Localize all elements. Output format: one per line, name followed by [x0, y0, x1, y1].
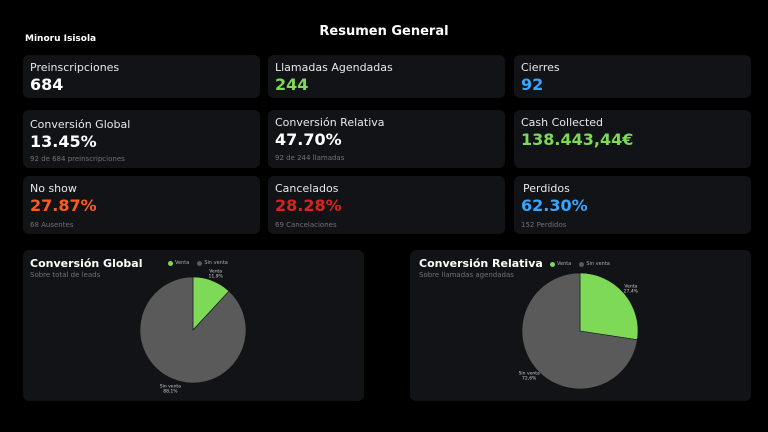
chart-subtitle: Sobre total de leads: [30, 271, 101, 279]
page-title: Resumen General: [319, 24, 449, 39]
pie-slice-name-label: Sin venta: [160, 384, 181, 390]
pie-slice-sin-venta: [139, 276, 247, 384]
card-cash-collected: Cash Collected 138.443,44€: [514, 110, 751, 168]
legend-swatch: [168, 260, 173, 266]
card-subtext: 92 de 244 llamadas: [275, 154, 345, 162]
card-value: 13.45%: [30, 132, 97, 151]
pie-slice-name-label: Sin venta: [519, 371, 540, 377]
card-conversion-relativa: Conversión Relativa 47.70% 92 de 244 lla…: [268, 110, 505, 168]
card-conversion-global: Conversión Global 13.45% 92 de 684 prein…: [23, 110, 260, 168]
legend-swatch: [579, 261, 585, 267]
card-subtext: 69 Cancelaciones: [275, 221, 337, 229]
legend-label: Venta: [175, 260, 190, 266]
card-value: 27.87%: [30, 196, 97, 215]
card-llamadas-agendadas: Llamadas Agendadas 244: [268, 55, 505, 98]
legend-item-venta: Venta: [550, 261, 571, 267]
pie-slice-name-label: Venta: [209, 268, 222, 274]
card-cancelados: Cancelados 28.28% 69 Cancelaciones: [268, 176, 505, 234]
pie-slice-sin-venta: [521, 272, 638, 390]
legend-label: Sin venta: [586, 261, 610, 267]
card-label: Cierres: [521, 61, 560, 74]
card-value: 684: [30, 75, 64, 94]
legend-item-sin-venta: Sin venta: [579, 261, 610, 267]
card-preinscripciones: Preinscripciones 684: [23, 55, 260, 98]
legend-item-venta: Venta: [168, 260, 189, 266]
pie-slice-venta: [579, 272, 639, 341]
legend-label: Sin venta: [204, 260, 228, 266]
card-subtext: 68 Ausentes: [30, 221, 74, 229]
chart-title: Conversión Global: [30, 257, 143, 270]
legend-swatch: [197, 260, 203, 266]
card-subtext: 92 de 684 preinscripciones: [30, 155, 125, 163]
card-value: 62.30%: [521, 196, 588, 215]
card-subtext: 152 Perdidos: [521, 221, 567, 229]
pie-slice-name-label: Venta: [624, 283, 637, 289]
legend-swatch: [550, 261, 555, 267]
card-label: Preinscripciones: [30, 61, 120, 74]
chart-card-conversion-global: Conversión Global Sobre total de leads V…: [23, 250, 364, 401]
card-label: Conversión Global: [30, 118, 131, 131]
card-label: Cash Collected: [521, 116, 604, 129]
card-value: 47.70%: [275, 130, 342, 149]
card-cierres: Cierres 92: [514, 55, 751, 98]
legend-item-sin-venta: Sin venta: [197, 260, 228, 266]
card-label: No show: [30, 182, 77, 195]
card-label: Conversión Relativa: [275, 116, 385, 129]
card-label: Perdidos: [523, 182, 570, 195]
chart-legend: Venta Sin venta: [168, 260, 228, 266]
pie-slice-value-label: 88,1%: [163, 389, 178, 395]
card-label: Llamadas Agendadas: [275, 61, 393, 74]
card-no-show: No show 27.87% 68 Ausentes: [23, 176, 260, 234]
chart-subtitle: Sobre llamadas agendadas: [419, 271, 514, 279]
card-perdidos: Perdidos 62.30% 152 Perdidos: [514, 176, 751, 234]
card-label: Cancelados: [275, 182, 339, 195]
chart-legend: Venta Sin venta: [550, 261, 610, 267]
pie-slice-value-label: 11,9%: [208, 273, 223, 279]
card-value: 28.28%: [275, 196, 342, 215]
pie-slice-value-label: 27,4%: [624, 288, 639, 294]
card-value: 92: [521, 75, 544, 94]
legend-label: Venta: [557, 261, 572, 267]
card-value: 138.443,44€: [521, 130, 634, 149]
pie-slice-value-label: 72,6%: [522, 376, 537, 382]
chart-title: Conversión Relativa: [419, 257, 543, 270]
user-name: Minoru Isisola: [25, 34, 97, 44]
chart-card-conversion-relativa: Conversión Relativa Sobre llamadas agend…: [410, 250, 751, 401]
card-value: 244: [275, 75, 309, 94]
